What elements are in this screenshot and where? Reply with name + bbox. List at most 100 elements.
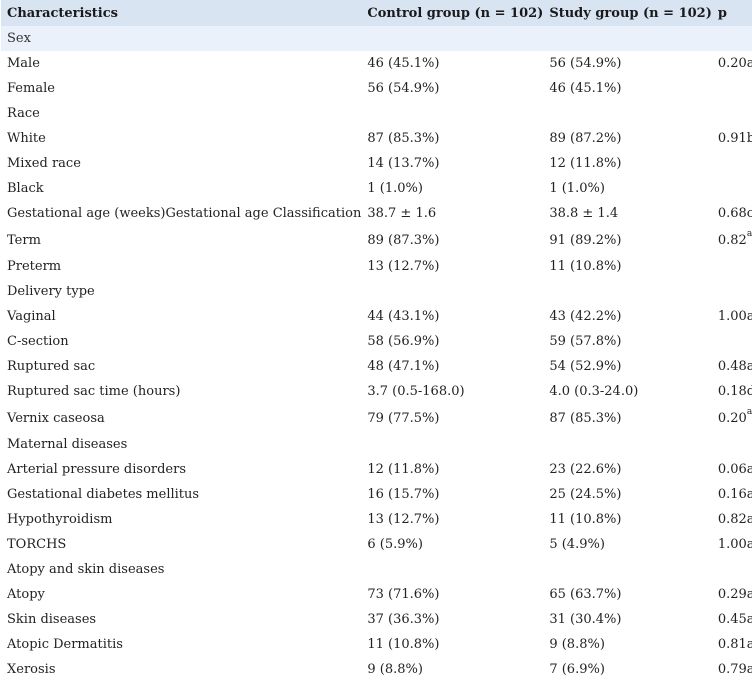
row-label-text: Female xyxy=(7,81,55,96)
table-row: Gestational age (weeks)Gestational age C… xyxy=(1,201,752,226)
row-label: Vernix caseosa xyxy=(1,404,361,432)
table-row: Gestational diabetes mellitus 16 (15.7%) 2… xyxy=(1,482,752,507)
row-label-text: Xerosis xyxy=(7,662,56,677)
control-value: 9 (8.8%) xyxy=(361,657,543,682)
row-label: TORCHS xyxy=(1,532,361,557)
p-value-text: 0.79a xyxy=(717,662,752,677)
row-label: Arterial pressure disorders xyxy=(1,457,361,482)
table-row: C-section 58 (56.9%) 59 (57.8%) xyxy=(1,329,752,354)
table-row: Vaginal 44 (43.1%) 43 (42.2%) 1.00a xyxy=(1,304,752,329)
p-value: 0.48a xyxy=(712,354,752,379)
study-value: 7 (6.9%) xyxy=(543,657,712,682)
study-value-text: 31 (30.4%) xyxy=(549,612,622,627)
study-value: 38.8 ± 1.4 xyxy=(543,201,712,226)
p-value-text: 0.18d xyxy=(717,384,752,399)
p-value: 0.91b xyxy=(712,126,752,151)
p-value-text: 1.00a xyxy=(717,537,752,552)
study-value-text: 25 (24.5%) xyxy=(549,487,622,502)
study-value: 43 (42.2%) xyxy=(543,304,712,329)
p-value: 0.68c xyxy=(712,201,752,226)
study-value-text: 46 (45.1%) xyxy=(549,81,622,96)
row-label-text: Arterial pressure disorders xyxy=(7,462,187,477)
control-value: 12 (11.8%) xyxy=(361,457,543,482)
row-label: White xyxy=(1,126,361,151)
row-label-text: Gestational age (weeks)Gestational age C… xyxy=(7,206,362,221)
header-row: Characteristics Control group (n = 102) … xyxy=(1,0,752,26)
control-value: 89 (87.3%) xyxy=(361,226,543,254)
control-value-text: 13 (12.7%) xyxy=(367,259,440,274)
row-label-text: Atopic Dermatitis xyxy=(7,637,123,652)
control-value: 6 (5.9%) xyxy=(361,532,543,557)
row-label: Gestational diabetes mellitus xyxy=(1,482,361,507)
study-value xyxy=(543,101,712,126)
study-value-text: 11 (10.8%) xyxy=(549,259,622,274)
section-row: Sex xyxy=(1,26,752,51)
study-value: 31 (30.4%) xyxy=(543,607,712,632)
study-value-text: 87 (85.3%) xyxy=(549,410,622,426)
study-value-text: 91 (89.2%) xyxy=(549,232,622,248)
control-value-text: 1 (1.0%) xyxy=(367,181,423,196)
row-label-text: Skin diseases xyxy=(7,612,97,627)
table-row: Atopy 73 (71.6%) 65 (63.7%) 0.29a xyxy=(1,582,752,607)
table-row: Delivery type xyxy=(1,279,752,304)
row-label-text: Black xyxy=(7,181,44,196)
study-value: 1 (1.0%) xyxy=(543,176,712,201)
row-label-text: Race xyxy=(7,106,40,121)
table-row: Black 1 (1.0%) 1 (1.0%) xyxy=(1,176,752,201)
control-value-text: 48 (47.1%) xyxy=(367,359,440,374)
control-value-text: 16 (15.7%) xyxy=(367,487,440,502)
study-value-text: 38.8 ± 1.4 xyxy=(549,206,619,221)
row-label: Hypothyroidism xyxy=(1,507,361,532)
row-label-text: Maternal diseases xyxy=(7,437,128,452)
study-value-text: 65 (63.7%) xyxy=(549,587,622,602)
control-value-text: 3.7 (0.5-168.0) xyxy=(367,384,465,399)
table-row: TORCHS 6 (5.9%) 5 (4.9%) 1.00a xyxy=(1,532,752,557)
control-value xyxy=(361,279,543,304)
control-value: 58 (56.9%) xyxy=(361,329,543,354)
row-label-text: Mixed race xyxy=(7,156,81,171)
table-row: White 87 (85.3%) 89 (87.2%) 0.91b xyxy=(1,126,752,151)
row-label-text: Vaginal xyxy=(7,309,56,324)
row-label: Male xyxy=(1,51,361,76)
row-label: Ruptured sac xyxy=(1,354,361,379)
control-value-text: 37 (36.3%) xyxy=(367,612,440,627)
p-value-text: 0.68c xyxy=(717,206,752,221)
table-row: Mixed race 14 (13.7%) 12 (11.8%) xyxy=(1,151,752,176)
control-value-text: 13 (12.7%) xyxy=(367,512,440,527)
p-value: 1.00a xyxy=(712,532,752,557)
study-value-text: 23 (22.6%) xyxy=(549,462,622,477)
table-row: Atopic Dermatitis 11 (10.8%) 9 (8.8%) 0.81a xyxy=(1,632,752,657)
p-value-text: 0.82 xyxy=(717,232,747,248)
row-label-text: Sex xyxy=(7,31,31,46)
row-label: Female xyxy=(1,76,361,101)
p-value: 0.20a xyxy=(712,51,752,76)
p-value-text: 0.48a xyxy=(717,359,752,374)
table-row: Arterial pressure disorders 12 (11.8%) 23 … xyxy=(1,457,752,482)
study-value: 56 (54.9%) xyxy=(543,51,712,76)
study-value: 11 (10.8%) xyxy=(543,254,712,279)
row-label: Gestational age (weeks)Gestational age C… xyxy=(1,201,361,226)
study-value-text: 1 (1.0%) xyxy=(549,181,605,196)
study-value: 59 (57.8%) xyxy=(543,329,712,354)
table-row: Xerosis 9 (8.8%) 7 (6.9%) 0.79a xyxy=(1,657,752,682)
control-value: 48 (47.1%) xyxy=(361,354,543,379)
header-p-value: p xyxy=(717,5,727,21)
study-value: 65 (63.7%) xyxy=(543,582,712,607)
row-label-text: Vernix caseosa xyxy=(7,410,105,426)
study-value-text: 89 (87.2%) xyxy=(549,131,622,146)
control-value: 3.7 (0.5-168.0) xyxy=(361,379,543,404)
table-row: Atopy and skin diseases xyxy=(1,557,752,582)
control-value-text: 79 (77.5%) xyxy=(367,410,440,426)
p-value-text: 0.20 xyxy=(717,410,747,426)
study-value-text: 56 (54.9%) xyxy=(549,56,622,71)
table-row: Skin diseases 37 (36.3%) 31 (30.4%) 0.45a xyxy=(1,607,752,632)
study-value xyxy=(543,26,712,51)
control-value: 1 (1.0%) xyxy=(361,176,543,201)
control-value: 79 (77.5%) xyxy=(361,404,543,432)
control-value: 44 (43.1%) xyxy=(361,304,543,329)
control-value-text: 58 (56.9%) xyxy=(367,334,440,349)
p-value: 0.16a xyxy=(712,482,752,507)
row-label: Race xyxy=(1,101,361,126)
study-value: 4.0 (0.3-24.0) xyxy=(543,379,712,404)
control-value-text: 6 (5.9%) xyxy=(367,537,423,552)
